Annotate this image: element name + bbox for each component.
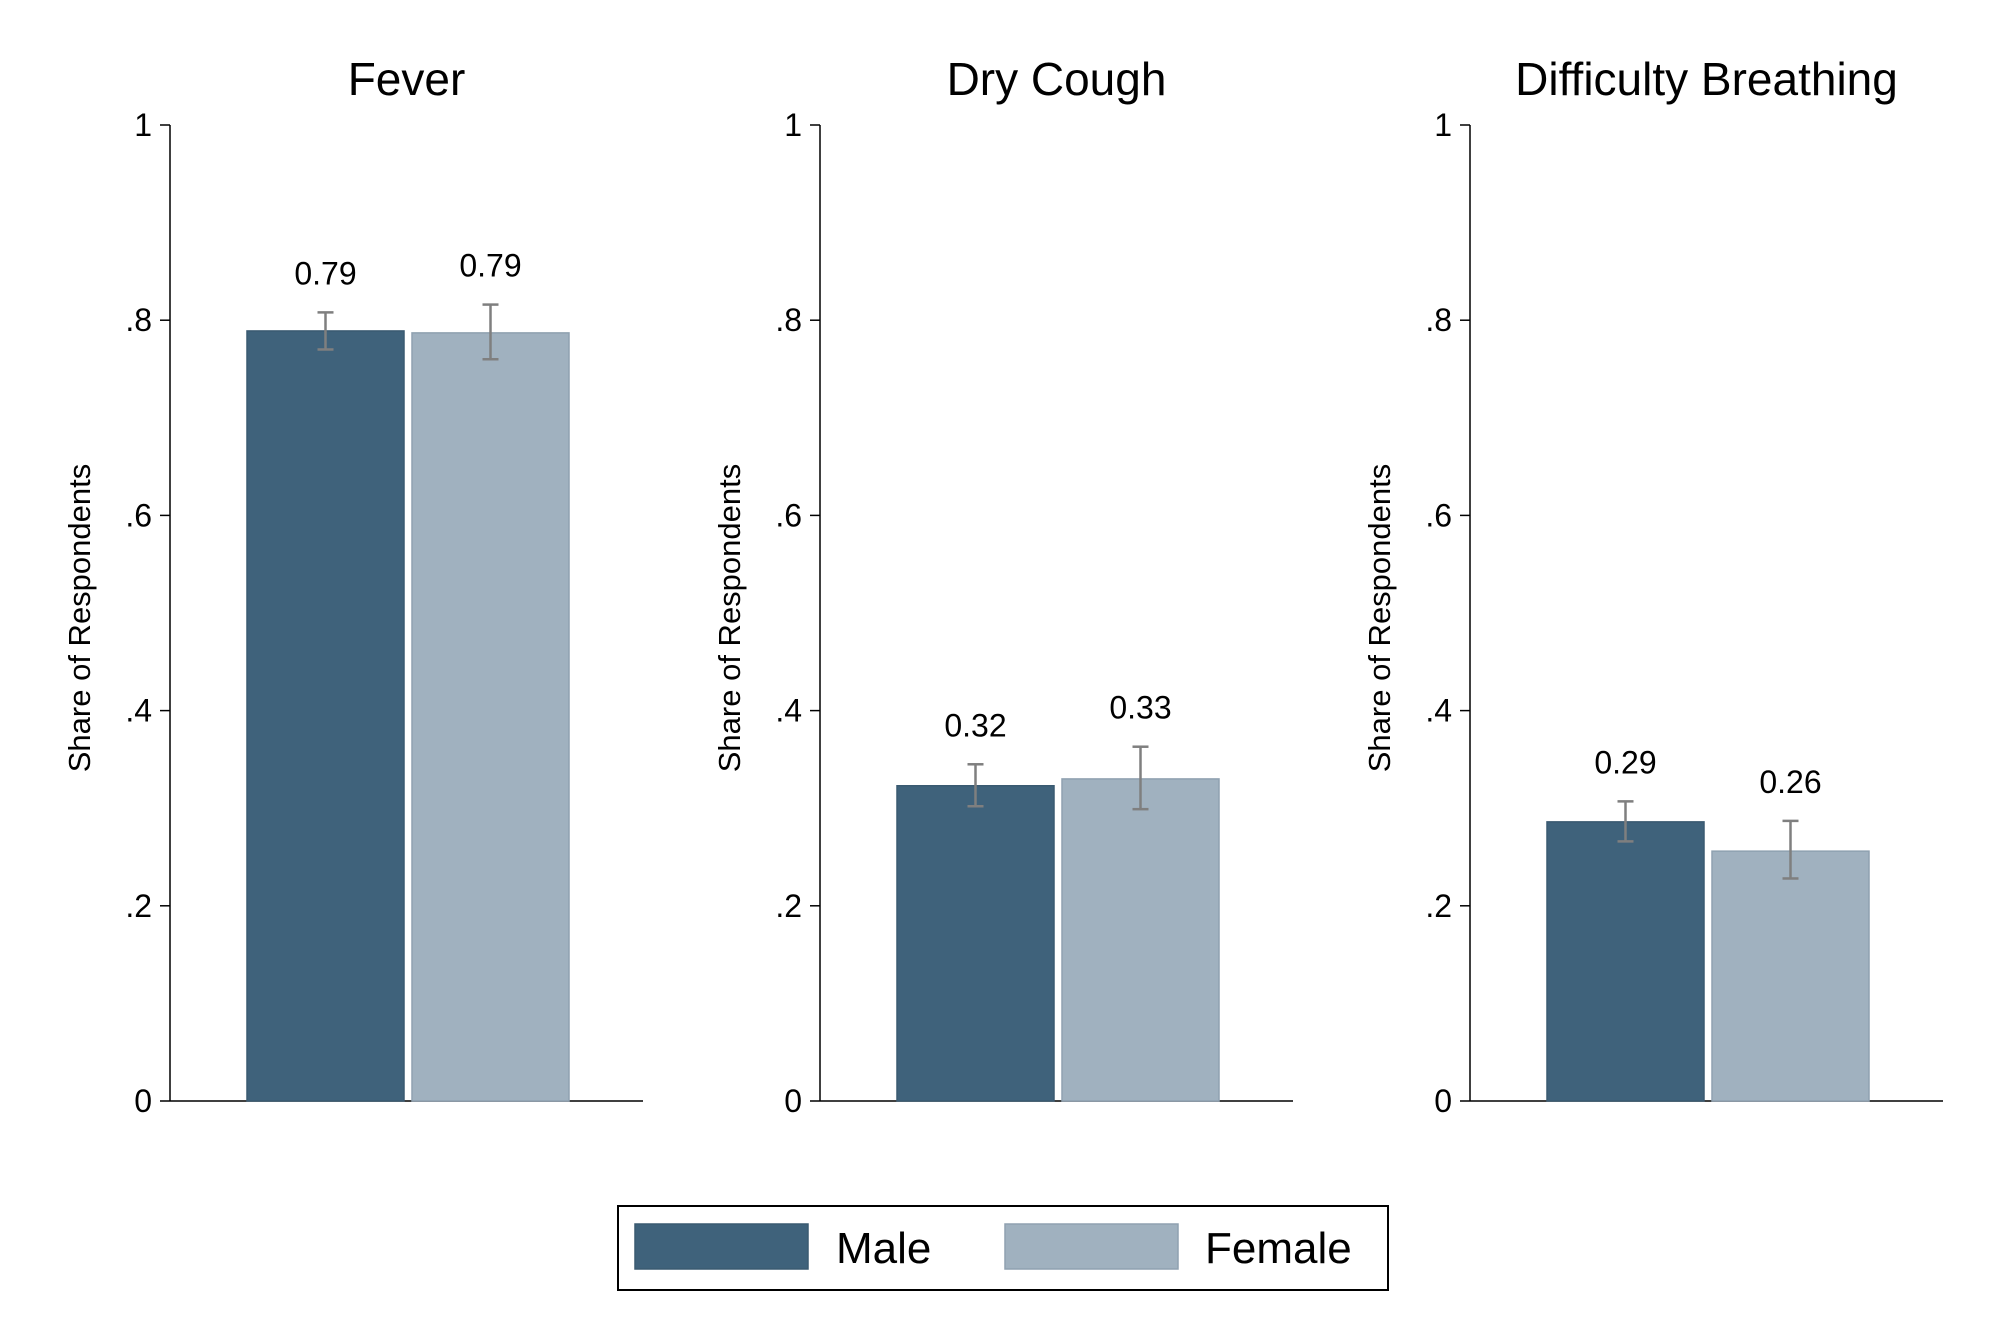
y-axis-title: Share of Respondents [712, 464, 747, 773]
legend-swatch-female [1004, 1223, 1179, 1270]
panel-title-difficulty-breathing: Difficulty Breathing [1515, 53, 1898, 105]
y-tick-label: .6 [1425, 497, 1452, 533]
y-tick-label: .2 [1425, 888, 1452, 924]
y-tick-label: 0 [784, 1083, 802, 1119]
data-label-difficulty-breathing-male: 0.29 [1594, 744, 1656, 780]
bar-fever-male [246, 330, 405, 1102]
y-tick-label: 1 [1434, 107, 1452, 143]
legend-swatch-male [634, 1223, 809, 1270]
panel-title-fever: Fever [348, 53, 466, 105]
y-tick-label: .8 [125, 302, 152, 338]
y-axis-title: Share of Respondents [62, 464, 97, 773]
y-tick-label: .4 [775, 693, 802, 729]
data-label-dry-cough-male: 0.32 [944, 707, 1006, 743]
y-tick-label: 0 [1434, 1083, 1452, 1119]
data-label-fever-female: 0.79 [459, 248, 521, 284]
y-tick-label: 1 [134, 107, 152, 143]
y-tick-label: .4 [1425, 693, 1452, 729]
y-tick-label: .2 [775, 888, 802, 924]
y-tick-label: .4 [125, 693, 152, 729]
bar-difficulty-breathing-male [1546, 821, 1705, 1102]
legend-label-male: Male [836, 1224, 931, 1273]
legend-label-female: Female [1205, 1224, 1352, 1273]
bar-fever-female [411, 332, 570, 1102]
y-tick-label: .6 [125, 497, 152, 533]
bar-dry-cough-female [1061, 778, 1220, 1102]
panel-title-dry-cough: Dry Cough [947, 53, 1167, 105]
y-tick-label: 1 [784, 107, 802, 143]
y-tick-label: .8 [1425, 302, 1452, 338]
data-label-fever-male: 0.79 [294, 255, 356, 291]
y-axis-title: Share of Respondents [1362, 464, 1397, 773]
y-tick-label: .2 [125, 888, 152, 924]
y-tick-label: .8 [775, 302, 802, 338]
data-label-difficulty-breathing-female: 0.26 [1759, 764, 1821, 800]
bar-dry-cough-male [896, 785, 1055, 1102]
y-tick-label: .6 [775, 497, 802, 533]
data-label-dry-cough-female: 0.33 [1109, 690, 1171, 726]
bar-difficulty-breathing-female [1711, 850, 1870, 1102]
legend-box [617, 1205, 1389, 1291]
y-tick-label: 0 [134, 1083, 152, 1119]
